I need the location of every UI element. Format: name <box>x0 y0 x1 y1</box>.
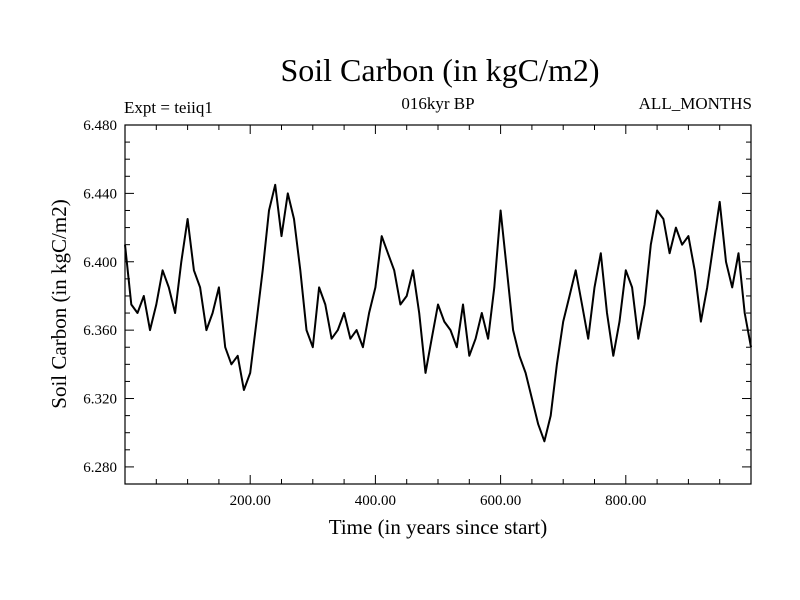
x-axis-label: Time (in years since start) <box>329 515 548 539</box>
y-tick-label: 6.360 <box>83 323 117 339</box>
soil-carbon-series-line <box>124 183 752 443</box>
x-tick-label: 400.00 <box>355 493 396 509</box>
x-tick-label: 200.00 <box>230 493 271 509</box>
y-tick-label: 6.320 <box>83 392 117 408</box>
y-tick-label: 6.440 <box>83 186 117 202</box>
experiment-label: Expt = teiiq1 <box>124 98 213 117</box>
y-tick-label: 6.480 <box>83 118 117 134</box>
x-tick-label: 800.00 <box>605 493 646 509</box>
y-tick-label: 6.280 <box>83 460 117 476</box>
y-axis-label: Soil Carbon (in kgC/m2) <box>47 199 71 408</box>
period-label: 016kyr BP <box>401 94 475 113</box>
x-tick-label: 600.00 <box>480 493 521 509</box>
plot-frame <box>124 124 752 485</box>
chart-title: Soil Carbon (in kgC/m2) <box>280 52 600 88</box>
y-tick-label: 6.400 <box>83 255 117 271</box>
months-label: ALL_MONTHS <box>638 94 752 113</box>
